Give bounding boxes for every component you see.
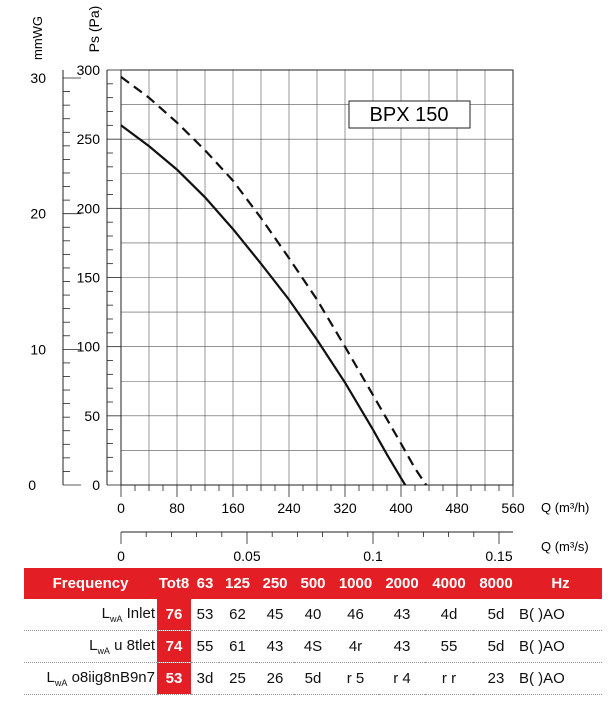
y2-tick-label: 30 [30, 70, 46, 86]
y2-tick-label: 10 [30, 341, 46, 357]
value-cell: 4r [348, 638, 363, 655]
x-tick-label: 0 [117, 500, 125, 516]
x-tick-label: 240 [277, 500, 301, 516]
value-cell: 43 [393, 606, 411, 623]
row-label: LwA u 8tlet [24, 631, 157, 663]
frequency-column-header: 8000 [473, 568, 519, 599]
unit-cell: B( )AO [519, 606, 565, 623]
y-tick-label: 50 [84, 408, 100, 424]
x-tick-label: 560 [501, 500, 525, 516]
row-name: Inlet [126, 605, 155, 622]
x2-tick-label: 0 [117, 548, 125, 564]
lwa-subscript: wA [54, 678, 68, 688]
row-name: u 8tlet [114, 637, 155, 654]
frequency-column-header: 63 [191, 568, 219, 599]
total-cell: 74 [157, 630, 191, 663]
value-cell: 62 [229, 606, 246, 623]
value-cell: 23 [487, 670, 505, 687]
x-tick-label: 320 [333, 500, 357, 516]
value-cell: 4S [303, 638, 323, 655]
y-tick-label: 100 [77, 339, 101, 355]
value-cell: 25 [229, 670, 246, 687]
plot-grid [121, 70, 513, 485]
table-row: LwA o8iig8nB9n7 53 3d 25 26 5d r 5 r 4 r r 23 B( )… [24, 662, 602, 695]
unit-cell: B( )AO [519, 638, 565, 655]
x2-tick-label: 0.15 [485, 548, 512, 564]
total-cell: 53 [157, 662, 191, 695]
chart-title: BPX 150 [370, 104, 449, 126]
value-cell: 55 [440, 638, 458, 655]
value-cell: 4d [440, 606, 458, 623]
y2-axis-label: mmWG [30, 16, 45, 60]
table-row: LwA Inlet 76 53 62 45 40 46 43 4d 5d B( )AO [24, 599, 602, 631]
y-tick-label: 0 [92, 477, 100, 493]
value-cell: 26 [266, 670, 284, 687]
total-cell: 76 [157, 599, 191, 631]
x2-tick-label: 0.1 [363, 548, 383, 564]
x-tick-label: 80 [169, 500, 185, 516]
table-header-row: Frequency Tot8 63 125 250 500 1000 2000 4000 800… [24, 568, 602, 599]
value-cell: 43 [393, 638, 411, 655]
lwa-subscript: wA [109, 614, 123, 624]
x2-tick-label: 0.05 [233, 548, 260, 564]
frequency-column-header: Hz [519, 568, 602, 599]
frequency-column-header: 2000 [379, 568, 425, 599]
value-cell: 5d [487, 606, 505, 623]
frequency-column-header: 250 [256, 568, 294, 599]
x-axis-label: Q (m³/h) [541, 500, 589, 515]
y-tick-label: 150 [77, 270, 101, 286]
frequency-header: Frequency [24, 568, 157, 599]
y-tick-label: 300 [77, 62, 101, 78]
frequency-column-header: 500 [294, 568, 332, 599]
frequency-column-header: 4000 [425, 568, 473, 599]
value-cell: 5d [487, 638, 505, 655]
lwa-symbol: LwA [89, 637, 110, 656]
y-tick-label: 200 [77, 200, 101, 216]
value-cell: 45 [266, 606, 284, 623]
value-cell: r 5 [346, 670, 365, 687]
dashed-curve [120, 76, 428, 486]
value-cell: 46 [347, 606, 364, 623]
lwa-subscript: wA [97, 646, 110, 656]
y2-tick-label: 20 [30, 206, 46, 222]
frequency-column-header: 125 [219, 568, 256, 599]
sound-power-table: Frequency Tot8 63 125 250 500 1000 2000 4000 800… [24, 568, 602, 695]
series-layer [120, 76, 428, 486]
x-tick-label: 400 [389, 500, 413, 516]
x-tick-label: 480 [445, 500, 469, 516]
value-cell: r r [441, 670, 457, 687]
value-cell: 3d [196, 670, 214, 687]
table-row: LwA u 8tlet 74 55 61 43 4S 4r 43 55 5d B( )AO [24, 630, 602, 663]
x-tick-label: 160 [221, 500, 245, 516]
y-tick-label: 250 [77, 131, 101, 147]
frequency-column-header: Tot8 [157, 568, 191, 599]
row-label: LwA Inlet [24, 599, 157, 631]
lwa-symbol: LwA [101, 605, 123, 624]
lwa-symbol: LwA [46, 669, 68, 688]
value-cell: 61 [229, 638, 246, 655]
solid-curve [120, 124, 407, 486]
value-cell: 5d [304, 670, 322, 687]
unit-cell: B( )AO [519, 670, 565, 687]
value-cell: 53 [196, 606, 214, 623]
title-box: BPX 150 [348, 100, 471, 129]
y-axis-label: Ps (Pa) [86, 6, 102, 53]
value-cell: 40 [304, 606, 322, 623]
row-name: o8iig8nB9n7 [71, 669, 155, 686]
row-label: LwA o8iig8nB9n7 [24, 663, 157, 695]
value-cell: r 4 [393, 670, 411, 687]
y2-tick-label: 0 [28, 477, 36, 493]
frequency-column-header: 1000 [332, 568, 379, 599]
x2-axis-label: Q (m³/s) [541, 539, 589, 554]
value-cell: 55 [196, 638, 214, 655]
value-cell: 43 [266, 638, 284, 655]
